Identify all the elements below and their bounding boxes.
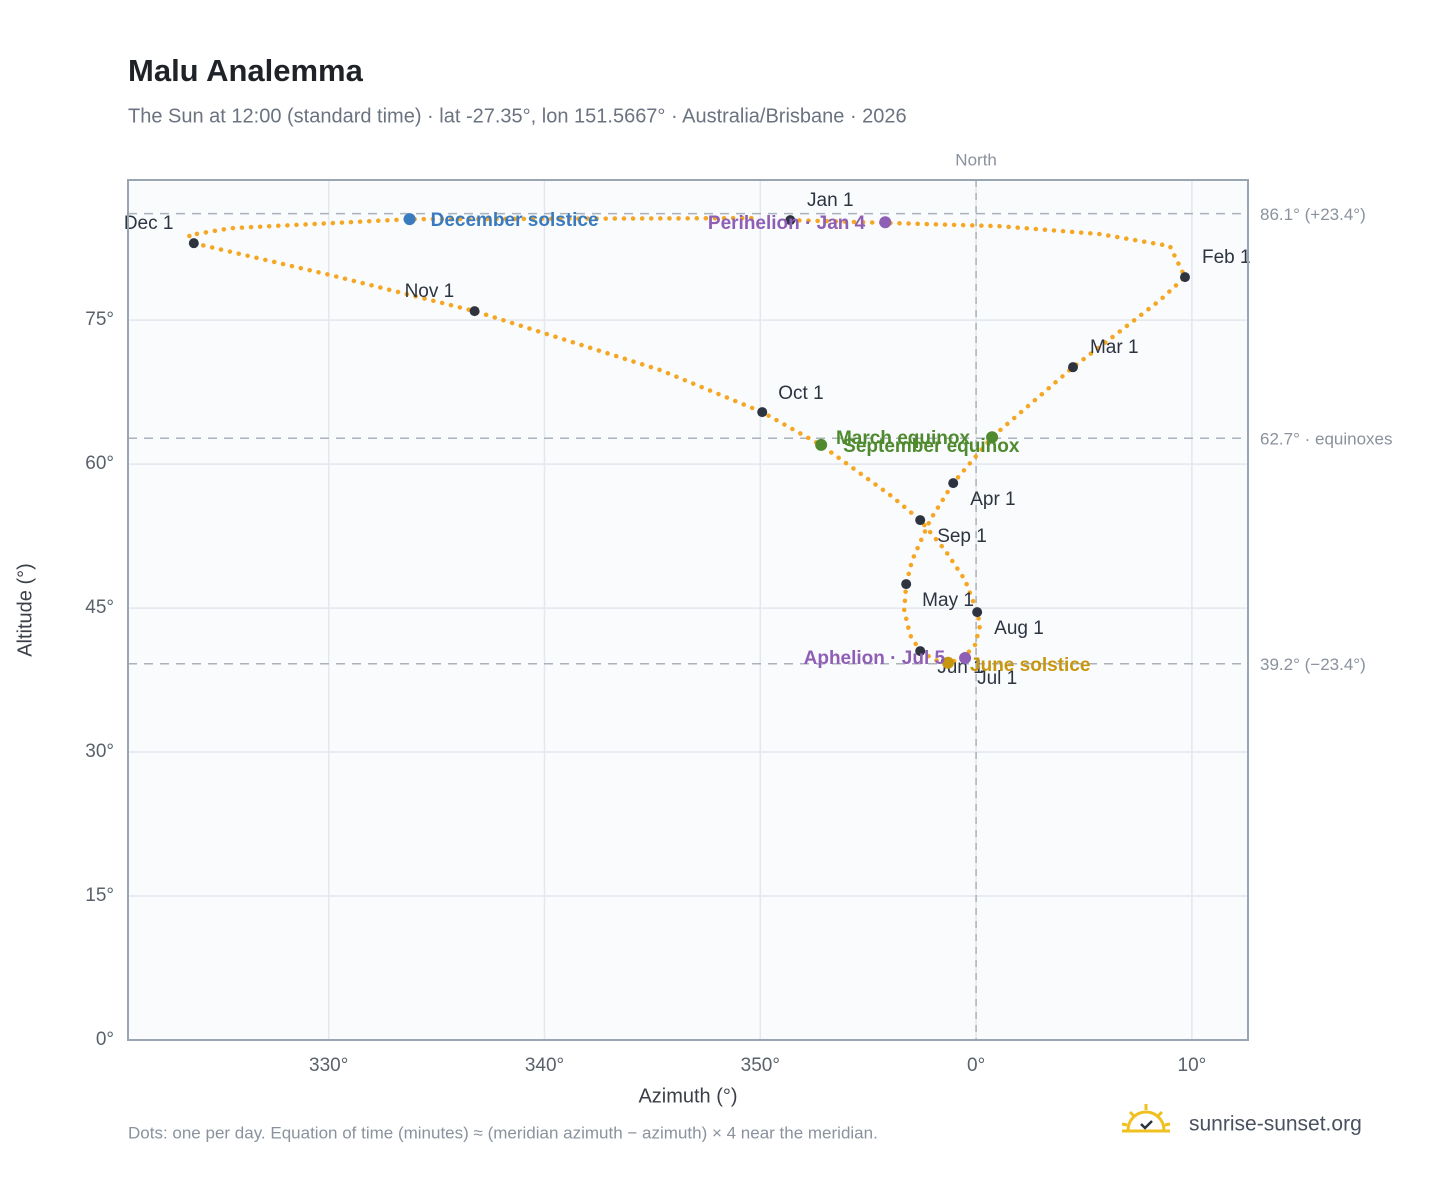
month-marker: [948, 478, 959, 489]
month-marker: [901, 579, 912, 590]
month-marker: [469, 306, 480, 317]
x-tick-label: 350°: [741, 1055, 780, 1076]
brand-name: sunrise-sunset.org: [1189, 1113, 1362, 1136]
event-marker: [959, 651, 972, 664]
month-label: Nov 1: [405, 281, 455, 302]
month-marker: [1067, 362, 1078, 373]
brand-logo: [1121, 1104, 1171, 1133]
month-marker: [188, 238, 199, 249]
month-label: Feb 1: [1202, 247, 1251, 268]
y-tick-label: 60°: [85, 453, 114, 474]
event-label: Perihelion · Jan 4: [708, 213, 866, 234]
reference-label: 62.7° · equinoxes: [1260, 430, 1393, 449]
event-label: December solstice: [431, 210, 599, 231]
month-label: Dec 1: [124, 213, 174, 234]
month-marker: [915, 515, 926, 526]
chart-title: Malu Analemma: [128, 53, 364, 88]
x-tick-label: 0°: [967, 1055, 985, 1076]
x-tick-label: 10°: [1178, 1055, 1207, 1076]
event-marker: [815, 438, 828, 451]
reference-label: 86.1° (+23.4°): [1260, 205, 1366, 224]
y-tick-label: 30°: [85, 741, 114, 762]
month-label: Oct 1: [778, 383, 823, 404]
plot-area: [128, 180, 1248, 1040]
month-marker: [1179, 272, 1190, 283]
x-axis-label: Azimuth (°): [638, 1085, 737, 1107]
event-label: September equinox: [843, 436, 1020, 457]
x-tick-label: 340°: [525, 1055, 564, 1076]
month-label: Sep 1: [937, 526, 987, 547]
plot-frame: [127, 179, 1249, 1041]
month-marker: [972, 607, 983, 618]
month-label: Jul 1: [977, 668, 1017, 689]
y-tick-label: 15°: [85, 885, 114, 906]
x-tick-label: 330°: [309, 1055, 348, 1076]
chart-subtitle: The Sun at 12:00 (standard time) · lat -…: [128, 105, 907, 127]
y-tick-label: 0°: [96, 1029, 114, 1050]
month-marker: [757, 407, 768, 418]
month-label: Apr 1: [970, 489, 1015, 510]
y-axis-label: Altitude (°): [14, 563, 36, 657]
month-marker: [915, 646, 926, 657]
event-label: June solstice: [970, 655, 1090, 676]
month-label: Aug 1: [994, 618, 1044, 639]
meridian-label: North: [955, 150, 997, 169]
event-marker: [986, 431, 999, 444]
event-marker: [942, 656, 955, 669]
month-label: Mar 1: [1090, 337, 1139, 358]
month-label: Jan 1: [807, 190, 853, 211]
event-marker: [403, 213, 416, 226]
y-tick-label: 45°: [85, 597, 114, 618]
event-label: March equinox: [836, 428, 971, 449]
month-label: May 1: [922, 590, 974, 611]
event-label: Aphelion · Jul 5: [804, 648, 946, 669]
event-marker: [879, 216, 892, 229]
y-tick-label: 75°: [85, 309, 114, 330]
reference-label: 39.2° (−23.4°): [1260, 655, 1366, 674]
footnote: Dots: one per day. Equation of time (min…: [128, 1123, 878, 1142]
month-marker: [785, 215, 796, 226]
